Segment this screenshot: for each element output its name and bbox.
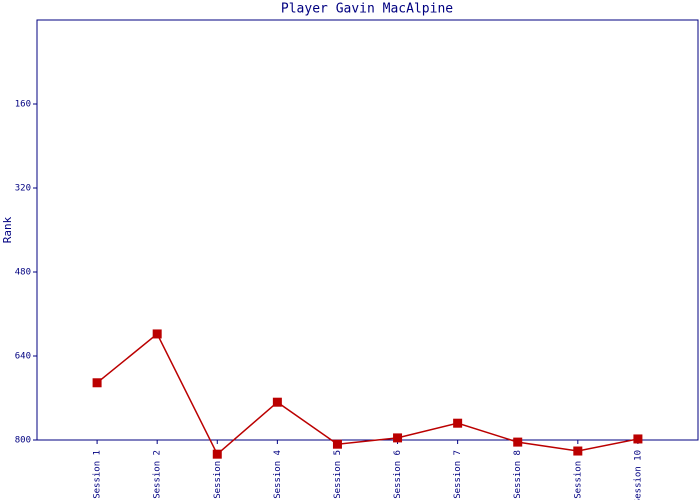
point-marker xyxy=(92,378,102,388)
x-tick-label: Session 8 xyxy=(513,450,523,499)
point-marker xyxy=(332,439,342,449)
y-tick-label: 480 xyxy=(15,268,31,278)
x-tick-label: Session 9 xyxy=(573,450,583,499)
y-tick-label: 640 xyxy=(15,352,31,362)
y-tick-label: 800 xyxy=(15,436,31,446)
point-marker xyxy=(393,433,403,443)
x-tick-label: Session 5 xyxy=(333,450,343,499)
y-axis-label: Rank xyxy=(1,216,14,243)
point-marker xyxy=(633,434,643,444)
point-marker xyxy=(212,449,222,459)
y-tick-label: 160 xyxy=(15,100,31,110)
x-tick-label: Session 3 xyxy=(213,450,223,499)
y-tick-label: 320 xyxy=(15,184,31,194)
x-tick-label: Session 10 xyxy=(633,450,643,500)
x-tick-label: Session 4 xyxy=(273,450,283,499)
x-tick-label: Session 1 xyxy=(93,450,103,499)
x-tick-label: Session 7 xyxy=(453,450,463,499)
point-marker xyxy=(513,437,523,447)
point-marker xyxy=(453,418,463,428)
point-marker xyxy=(272,397,282,407)
x-tick-label: Session 2 xyxy=(153,450,163,499)
plot-frame xyxy=(36,19,699,441)
series-line xyxy=(96,332,639,456)
point-marker xyxy=(573,446,583,456)
point-marker xyxy=(152,329,162,339)
chart-title: Player Gavin MacAlpine xyxy=(281,2,453,17)
x-tick-label: Session 6 xyxy=(393,450,403,499)
